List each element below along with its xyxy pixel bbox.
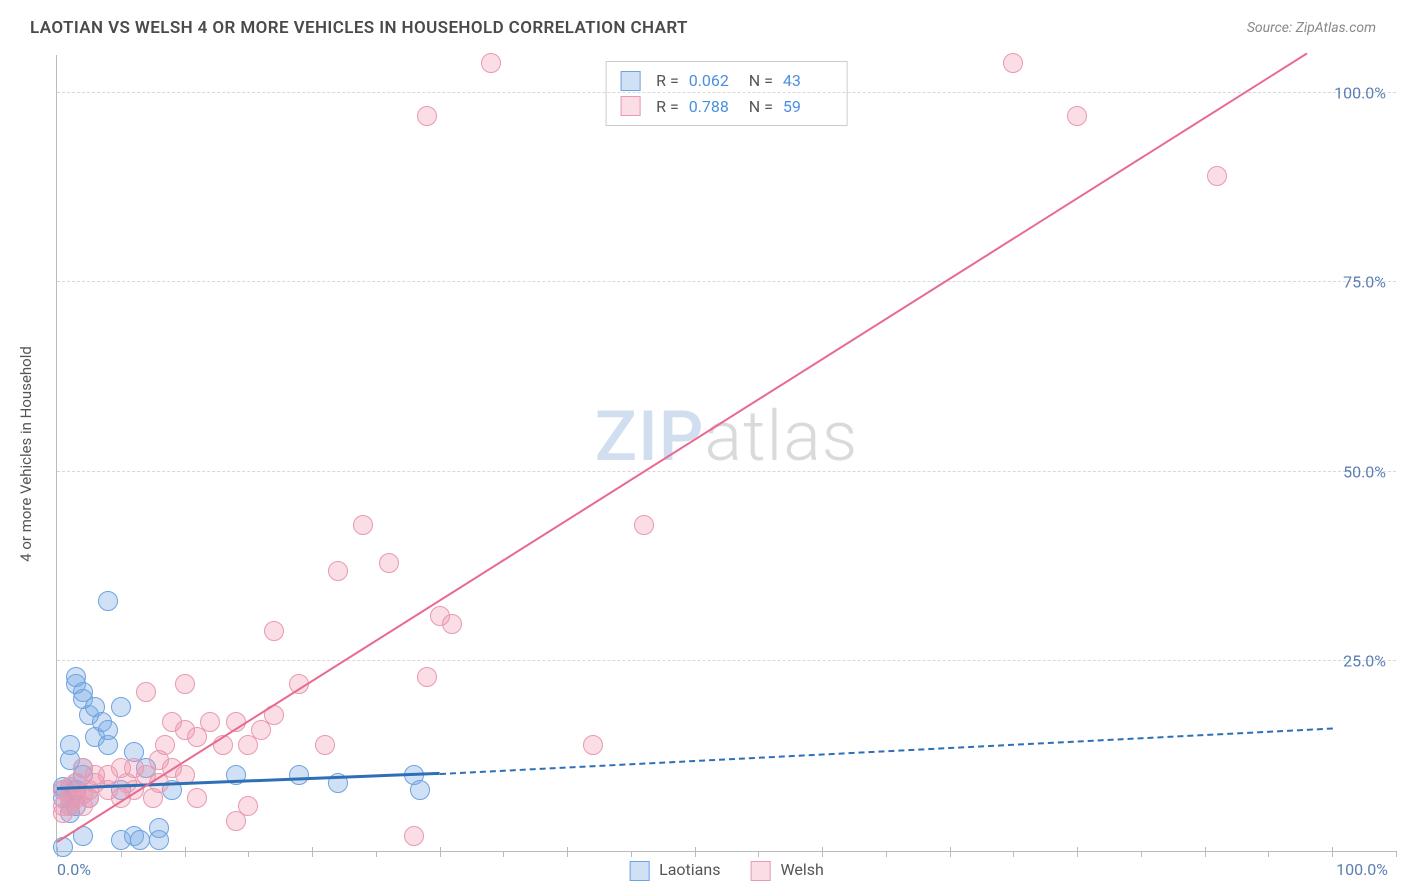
point-welsh bbox=[379, 553, 399, 573]
y-tick-label: 25.0% bbox=[1343, 652, 1386, 671]
stats-val-r-welsh: 0.788 bbox=[689, 94, 739, 120]
y-axis-label: 4 or more Vehicles in Household bbox=[17, 346, 35, 562]
point-welsh bbox=[264, 621, 284, 641]
point-welsh bbox=[442, 614, 462, 634]
legend-item-laotians: Laotians bbox=[629, 860, 720, 881]
point-welsh bbox=[1207, 166, 1227, 186]
point-welsh bbox=[136, 682, 156, 702]
swatch-blue-icon bbox=[620, 71, 640, 91]
point-welsh bbox=[1067, 106, 1087, 126]
x-tick bbox=[1077, 847, 1078, 857]
x-tick bbox=[1141, 851, 1142, 857]
watermark-text-2: atlas bbox=[704, 396, 858, 478]
stats-label-n: N = bbox=[749, 68, 773, 94]
x-tick bbox=[185, 847, 186, 857]
point-welsh bbox=[315, 735, 335, 755]
x-tick bbox=[567, 847, 568, 857]
point-laotians bbox=[149, 830, 169, 850]
x-tick bbox=[1332, 847, 1333, 857]
point-welsh bbox=[353, 515, 373, 535]
point-welsh bbox=[417, 106, 437, 126]
point-welsh bbox=[200, 712, 220, 732]
stats-val-n-welsh: 59 bbox=[783, 94, 833, 120]
stats-label-n: N = bbox=[749, 94, 773, 120]
y-tick-label: 75.0% bbox=[1343, 273, 1386, 292]
stats-label-r: R = bbox=[656, 68, 679, 94]
watermark: ZIPatlas bbox=[595, 396, 859, 478]
x-tick bbox=[121, 851, 122, 857]
point-laotians bbox=[410, 780, 430, 800]
x-tick bbox=[312, 847, 313, 857]
stats-label-r: R = bbox=[656, 94, 679, 120]
trendline-welsh bbox=[56, 53, 1307, 843]
legend-label-laotians: Laotians bbox=[659, 860, 720, 879]
point-laotians bbox=[60, 735, 80, 755]
x-tick bbox=[440, 847, 441, 857]
legend: Laotians Welsh bbox=[629, 860, 824, 881]
legend-label-welsh: Welsh bbox=[780, 860, 823, 879]
x-tick bbox=[822, 847, 823, 857]
point-welsh bbox=[238, 796, 258, 816]
legend-swatch-welsh-icon bbox=[750, 861, 770, 881]
plot-region: ZIPatlas R = 0.062 N = 43 R = 0.788 N = … bbox=[56, 55, 1396, 852]
point-welsh bbox=[187, 788, 207, 808]
point-welsh bbox=[634, 515, 654, 535]
point-laotians bbox=[130, 830, 150, 850]
point-welsh bbox=[175, 674, 195, 694]
x-tick bbox=[886, 851, 887, 857]
y-tick-label: 50.0% bbox=[1343, 462, 1386, 481]
x-tick bbox=[631, 851, 632, 857]
x-tick bbox=[1013, 851, 1014, 857]
chart-area: 4 or more Vehicles in Household ZIPatlas… bbox=[46, 55, 1396, 852]
point-welsh bbox=[481, 53, 501, 73]
source-attribution: Source: ZipAtlas.com bbox=[1247, 20, 1376, 36]
y-tick-label: 100.0% bbox=[1334, 83, 1386, 102]
x-tick bbox=[376, 851, 377, 857]
point-welsh bbox=[417, 667, 437, 687]
x-axis-max-label: 100.0% bbox=[1336, 860, 1388, 879]
x-tick bbox=[503, 851, 504, 857]
legend-item-welsh: Welsh bbox=[750, 860, 823, 881]
chart-title: LAOTIAN VS WELSH 4 OR MORE VEHICLES IN H… bbox=[30, 18, 688, 38]
y-gridline bbox=[57, 471, 1396, 472]
stats-row-welsh: R = 0.788 N = 59 bbox=[620, 94, 833, 120]
point-welsh bbox=[155, 735, 175, 755]
stats-row-laotians: R = 0.062 N = 43 bbox=[620, 68, 833, 94]
point-laotians bbox=[111, 697, 131, 717]
y-gridline bbox=[57, 92, 1396, 93]
point-laotians bbox=[289, 765, 309, 785]
point-welsh bbox=[328, 561, 348, 581]
x-axis-origin-label: 0.0% bbox=[57, 860, 91, 879]
x-tick bbox=[1396, 851, 1397, 857]
point-welsh bbox=[1003, 53, 1023, 73]
swatch-pink-icon bbox=[620, 96, 640, 116]
x-tick bbox=[950, 847, 951, 857]
trendline-laotians-dashed bbox=[440, 728, 1333, 775]
point-welsh bbox=[404, 826, 424, 846]
y-gridline bbox=[57, 281, 1396, 282]
stats-val-r-laotians: 0.062 bbox=[689, 68, 739, 94]
x-tick bbox=[248, 851, 249, 857]
x-tick bbox=[758, 851, 759, 857]
stats-val-n-laotians: 43 bbox=[783, 68, 833, 94]
stats-legend-box: R = 0.062 N = 43 R = 0.788 N = 59 bbox=[605, 61, 848, 126]
header: LAOTIAN VS WELSH 4 OR MORE VEHICLES IN H… bbox=[0, 0, 1406, 48]
legend-swatch-laotians-icon bbox=[629, 861, 649, 881]
x-tick bbox=[695, 847, 696, 857]
point-laotians bbox=[98, 720, 118, 740]
x-tick bbox=[1205, 847, 1206, 857]
x-tick bbox=[1268, 851, 1269, 857]
point-welsh bbox=[583, 735, 603, 755]
point-laotians bbox=[98, 591, 118, 611]
y-gridline bbox=[57, 660, 1396, 661]
